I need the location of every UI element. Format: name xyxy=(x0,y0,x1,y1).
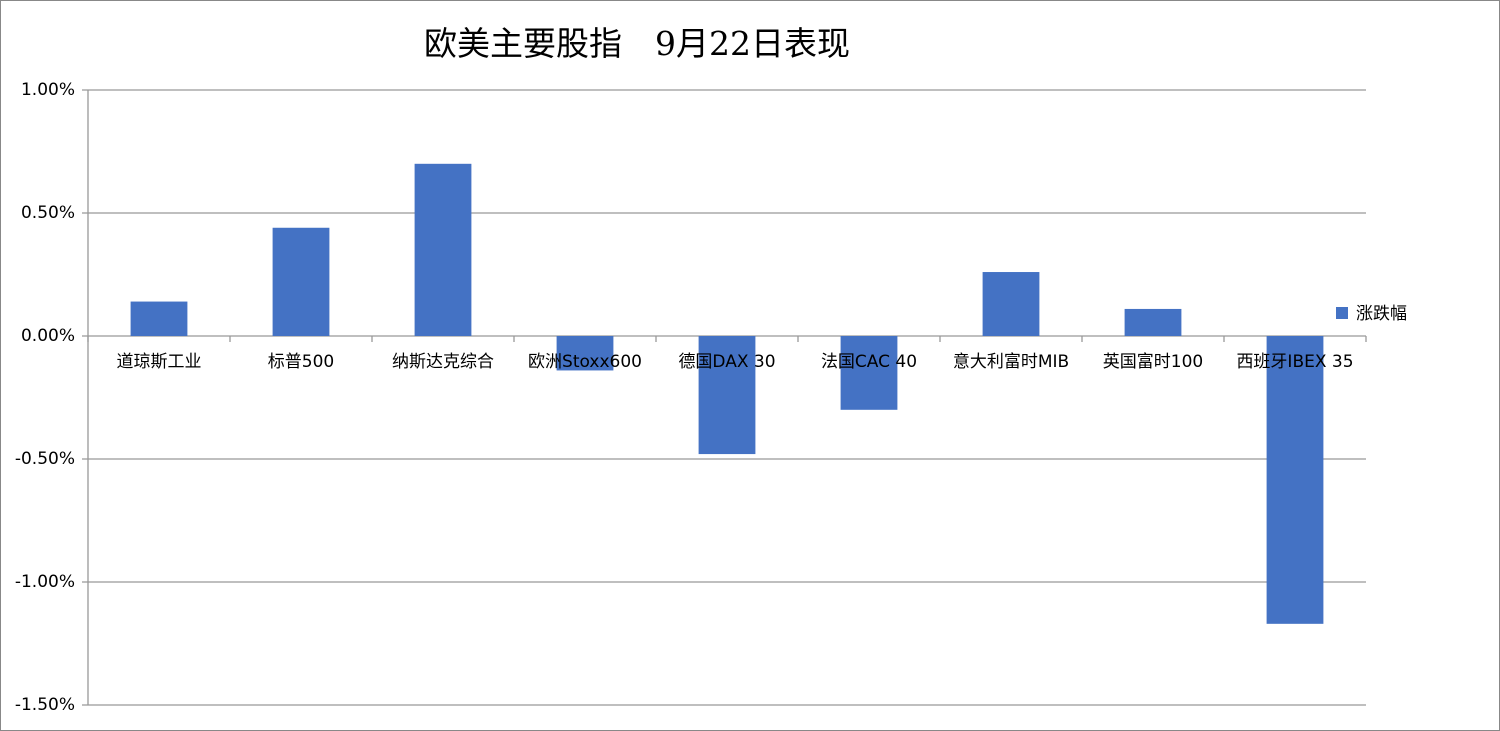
y-tick-label: -0.50% xyxy=(15,449,75,469)
bar xyxy=(130,301,188,336)
x-tick-label: 标普500 xyxy=(268,352,334,372)
bar xyxy=(1266,336,1324,624)
bar xyxy=(982,272,1040,336)
y-tick-label: -1.50% xyxy=(15,695,75,715)
x-tick-label: 西班牙IBEX 35 xyxy=(1236,352,1353,372)
x-tick-label: 法国CAC 40 xyxy=(821,352,917,372)
bar xyxy=(698,336,756,455)
bar xyxy=(556,336,614,371)
x-tick-label: 道琼斯工业 xyxy=(117,352,202,372)
y-tick-label: -1.00% xyxy=(15,572,75,592)
legend-swatch xyxy=(1336,307,1348,319)
bar xyxy=(414,163,472,336)
x-tick-label: 欧洲Stoxx600 xyxy=(528,352,642,372)
y-tick-label: 0.00% xyxy=(21,326,75,346)
x-tick-label: 意大利富时MIB xyxy=(953,352,1069,372)
y-tick-label: 1.00% xyxy=(21,80,75,100)
x-tick-label: 纳斯达克综合 xyxy=(392,352,494,372)
y-tick-label: 0.50% xyxy=(21,203,75,223)
legend-label: 涨跌幅 xyxy=(1356,304,1407,324)
bar xyxy=(1124,308,1182,336)
bar xyxy=(272,227,330,336)
x-tick-label: 英国富时100 xyxy=(1103,352,1203,372)
bar xyxy=(840,336,898,410)
chart-title: 欧美主要股指 9月22日表现 xyxy=(424,24,850,63)
x-tick-label: 德国DAX 30 xyxy=(678,352,775,372)
